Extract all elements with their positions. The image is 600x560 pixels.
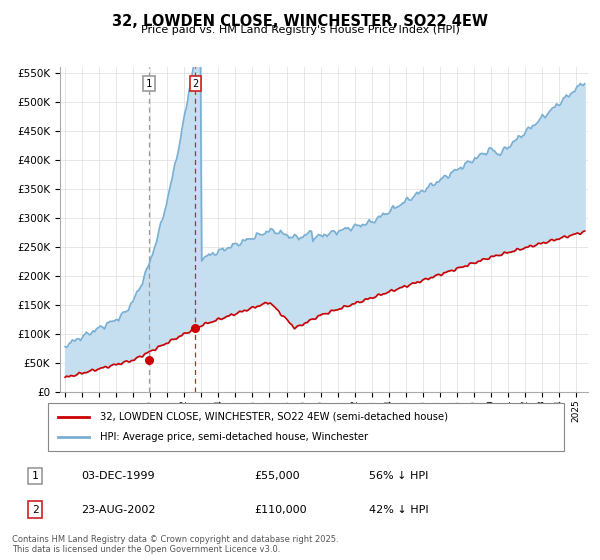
Text: 56% ↓ HPI: 56% ↓ HPI xyxy=(369,471,428,481)
FancyBboxPatch shape xyxy=(48,403,564,451)
Text: 03-DEC-1999: 03-DEC-1999 xyxy=(81,471,155,481)
Text: £55,000: £55,000 xyxy=(254,471,299,481)
Text: 32, LOWDEN CLOSE, WINCHESTER, SO22 4EW (semi-detached house): 32, LOWDEN CLOSE, WINCHESTER, SO22 4EW (… xyxy=(100,412,448,422)
Text: 1: 1 xyxy=(146,78,152,88)
Text: 2: 2 xyxy=(192,78,199,88)
Text: 1: 1 xyxy=(32,471,38,481)
Text: 2: 2 xyxy=(32,505,38,515)
Text: £110,000: £110,000 xyxy=(254,505,307,515)
Text: 42% ↓ HPI: 42% ↓ HPI xyxy=(369,505,429,515)
Text: 23-AUG-2002: 23-AUG-2002 xyxy=(81,505,155,515)
Text: Contains HM Land Registry data © Crown copyright and database right 2025.
This d: Contains HM Land Registry data © Crown c… xyxy=(12,535,338,554)
Text: 32, LOWDEN CLOSE, WINCHESTER, SO22 4EW: 32, LOWDEN CLOSE, WINCHESTER, SO22 4EW xyxy=(112,14,488,29)
Text: HPI: Average price, semi-detached house, Winchester: HPI: Average price, semi-detached house,… xyxy=(100,432,368,442)
Text: Price paid vs. HM Land Registry's House Price Index (HPI): Price paid vs. HM Land Registry's House … xyxy=(140,25,460,35)
